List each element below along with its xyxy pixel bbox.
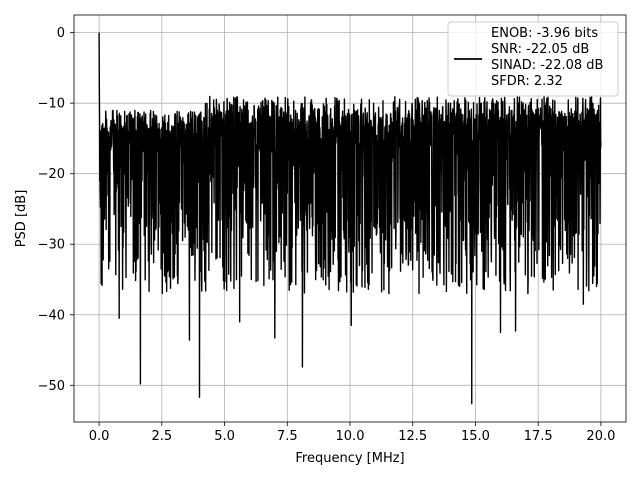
x-tick-label: 10.0 (336, 429, 365, 444)
x-axis: 0.0 2.5 5.0 7.5 10.0 12.5 15.0 17.5 20.0 (89, 422, 615, 444)
legend-entry-sfdr: SFDR: 2.32 (491, 74, 563, 89)
legend-entry-sinad: SINAD: -22.08 dB (491, 58, 603, 73)
x-tick-label: 17.5 (524, 429, 553, 444)
x-tick-label: 0.0 (89, 429, 110, 444)
legend-entry-enob: ENOB: -3.96 bits (491, 26, 598, 41)
y-tick-label: −20 (38, 167, 65, 182)
x-tick-label: 7.5 (277, 429, 298, 444)
x-tick-label: 15.0 (461, 429, 490, 444)
x-tick-label: 12.5 (398, 429, 427, 444)
y-tick-label: −30 (38, 238, 65, 253)
legend: ENOB: -3.96 bits SNR: -22.05 dB SINAD: -… (447, 21, 619, 97)
x-tick-label: 5.0 (214, 429, 235, 444)
y-tick-label: −50 (38, 379, 65, 394)
y-axis-label: PSD [dB] (14, 190, 29, 248)
psd-trace-line (98, 32, 602, 405)
y-tick-label: 0 (57, 26, 65, 41)
y-axis: 0 −10 −20 −30 −40 −50 (38, 26, 74, 394)
x-tick-label: 20.0 (586, 429, 615, 444)
x-axis-label: Frequency [MHz] (295, 451, 404, 466)
x-tick-label: 2.5 (151, 429, 172, 444)
y-tick-label: −40 (38, 308, 65, 323)
legend-entry-snr: SNR: -22.05 dB (491, 42, 589, 57)
legend-box (447, 21, 619, 97)
y-tick-label: −10 (38, 97, 65, 112)
psd-trace-layer (98, 32, 602, 405)
